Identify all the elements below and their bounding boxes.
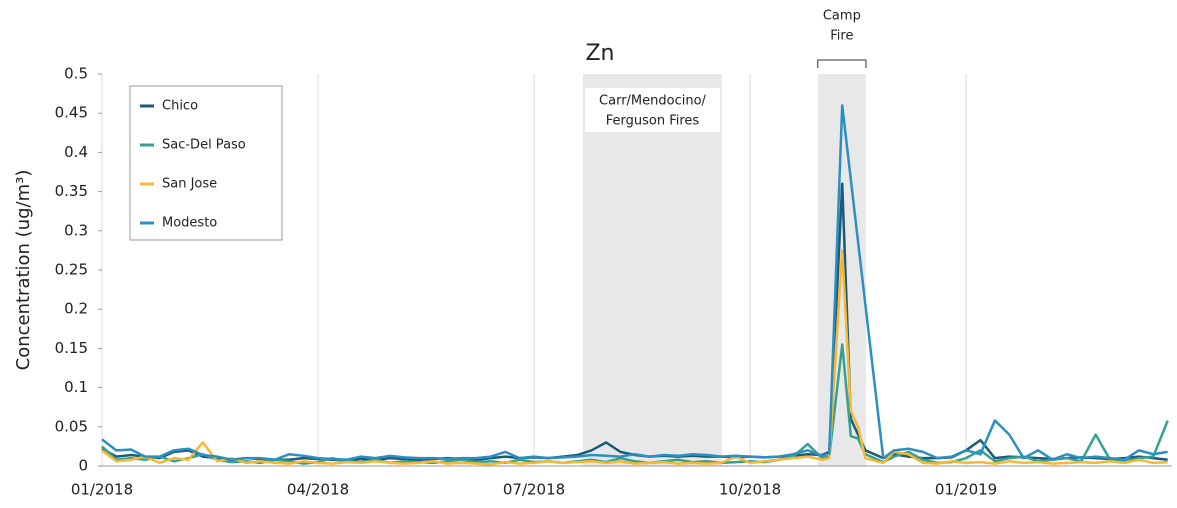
y-tick-label: 0.35 <box>55 182 88 200</box>
x-tick-label: 10/2018 <box>719 481 781 499</box>
y-tick-label: 0.3 <box>64 221 88 239</box>
legend-label: San Jose <box>162 177 217 192</box>
region-label: Fire <box>830 29 853 44</box>
x-tick-label: 01/2019 <box>935 481 997 499</box>
x-tick-label: 04/2018 <box>287 481 349 499</box>
y-tick-label: 0.4 <box>64 143 88 161</box>
x-tick-label: 01/2018 <box>71 481 133 499</box>
legend-label: Modesto <box>162 216 217 231</box>
shaded-region <box>582 74 722 466</box>
y-tick-label: 0 <box>78 457 88 475</box>
region-label: Ferguson Fires <box>606 114 700 129</box>
y-tick-label: 0.1 <box>64 378 88 396</box>
region-label: Carr/Mendocino/ <box>599 94 706 109</box>
region-label: Camp <box>823 9 861 24</box>
x-tick-label: 07/2018 <box>503 481 565 499</box>
y-tick-label: 0.45 <box>55 104 88 122</box>
y-axis-label: Concentration (ug/m³) <box>13 170 34 371</box>
legend-label: Sac-Del Paso <box>162 138 246 153</box>
series-line <box>101 249 1168 466</box>
y-tick-label: 0.5 <box>64 65 88 83</box>
series-line <box>101 104 1168 461</box>
legend-label: Chico <box>162 99 198 114</box>
y-tick-label: 0.15 <box>55 339 88 357</box>
y-tick-label: 0.25 <box>55 261 88 279</box>
y-tick-label: 0.05 <box>55 417 88 435</box>
y-tick-label: 0.2 <box>64 300 88 318</box>
bracket <box>817 59 867 68</box>
chart-title: Zn <box>585 41 614 66</box>
legend-box <box>129 85 283 241</box>
region-label-bg <box>584 88 720 132</box>
